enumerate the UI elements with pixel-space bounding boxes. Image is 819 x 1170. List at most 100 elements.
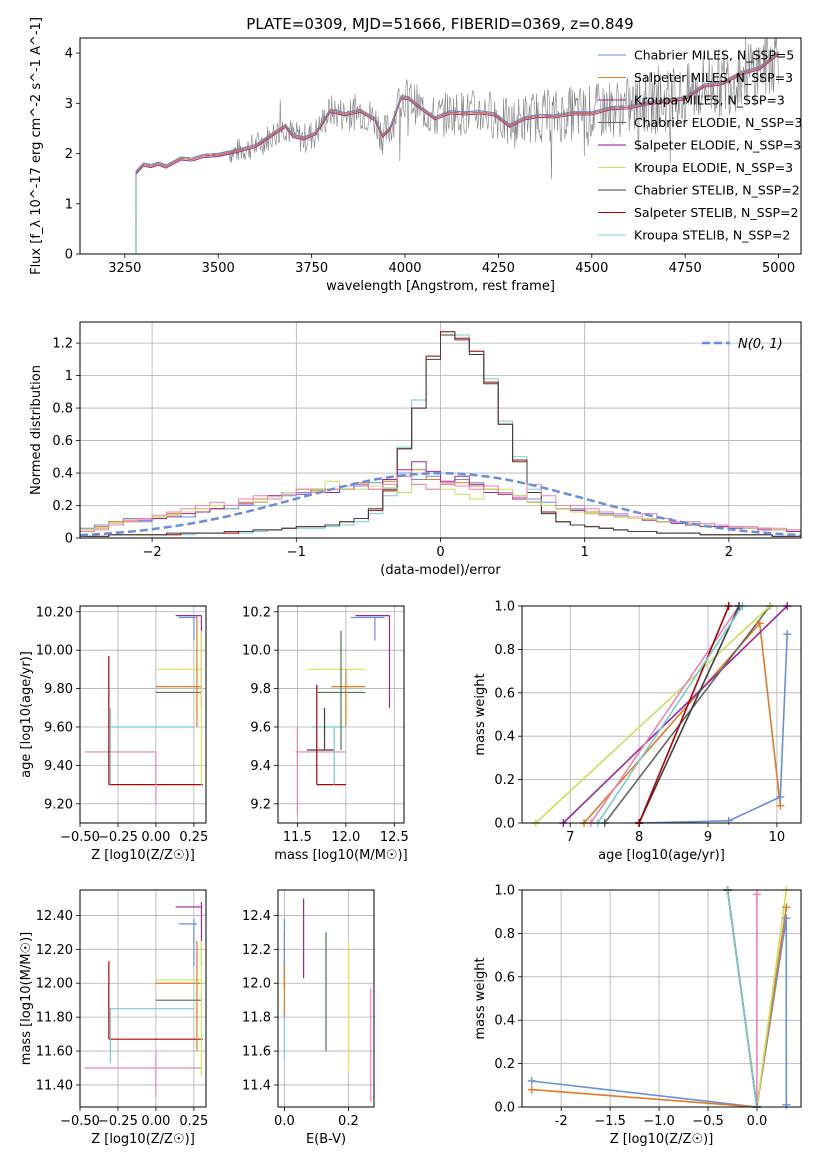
x-tick-label: −1 (287, 545, 306, 560)
x-tick-label: 3500 (202, 261, 235, 276)
histogram-pink (80, 475, 801, 538)
y-tick-label: 1 (65, 197, 73, 212)
x-tick-label: 0.00 (141, 830, 170, 845)
mass-weight-point (752, 890, 761, 899)
y-tick-label: 1.0 (494, 600, 515, 615)
x-tick-label: 4250 (482, 261, 515, 276)
y-tick-label: 0.4 (52, 467, 73, 482)
y-axis-label: mass [log10(M/M☉)] (19, 932, 34, 1065)
y-tick-label: 9.40 (44, 759, 73, 774)
axes-frame (521, 605, 802, 824)
model-curve-chabrier-miles (135, 51, 779, 254)
mass-weight-line (756, 890, 788, 1107)
mass-vs-ebv-panel: 0.0 0.2 11.4 11.6 11.8 12.0 12.2 12.4 E(B-V) (242, 889, 375, 1147)
legend-label: Salpeter ELODIE, N_SSP=3 (634, 138, 801, 153)
axis-ticks: 3250 3500 3750 4000 4250 4500 4750 5000 0 1 2 3 4 (65, 47, 795, 276)
mass-weight-point (755, 619, 764, 628)
y-tick-label: 11.6 (242, 1045, 271, 1060)
y-tick-label: 12.2 (242, 943, 271, 958)
x-tick-label: 12.5 (380, 830, 409, 845)
axes-frame (79, 889, 207, 1108)
y-tick-label: 0.2 (52, 499, 73, 514)
x-tick-label: 0 (436, 545, 444, 560)
y-tick-label: 0.8 (494, 927, 515, 942)
mass-weight-line (726, 890, 758, 1107)
x-tick-label: −0.50 (60, 1114, 100, 1129)
axis-ticks: −0.50−0.25 0.00 0.25 11.40 11.60 11.80 12.00 12… (36, 890, 208, 1129)
normal-curve (80, 471, 801, 537)
y-tick-label: 0.6 (494, 970, 515, 985)
y-tick-label: 12.4 (242, 909, 271, 924)
legend-label: Chabrier MILES, N_SSP=5 (634, 48, 794, 63)
x-tick-label: 1 (581, 545, 589, 560)
x-tick-label: −0.5 (692, 1114, 724, 1129)
plot-area (295, 615, 391, 814)
x-tick-label: −1.0 (643, 1114, 675, 1129)
axes-frame (79, 605, 207, 824)
x-axis-label: (data-model)/error (380, 563, 501, 578)
x-tick-label: 12.0 (331, 830, 360, 845)
axis-ticks: 11.5 12.0 12.5 9.2 9.4 9.6 9.8 10.0 10.2 (242, 605, 409, 845)
legend-label: Kroupa STELIB, N_SSP=2 (634, 228, 790, 243)
x-tick-label: 8 (635, 830, 643, 845)
y-tick-label: 10.2 (242, 605, 271, 620)
y-tick-label: 1 (65, 369, 73, 384)
x-tick-label: 0.0 (747, 1114, 768, 1129)
mass-weight-point (527, 1085, 536, 1094)
y-tick-label: 0.8 (52, 402, 73, 417)
x-axis-label: Z [log10(Z/Z☉)] (91, 1132, 195, 1147)
legend: Chabrier MILES, N_SSP=5 Salpeter MILES, N… (598, 48, 803, 243)
y-tick-label: 0.4 (494, 1014, 515, 1029)
spectrum-panel: 3250 3500 3750 4000 4250 4500 4750 5000 0 1 2 3 4 wav… (29, 17, 803, 294)
mass-weight-line (639, 634, 788, 823)
y-tick-label: 9.2 (250, 797, 271, 812)
x-tick-label: 5000 (762, 261, 795, 276)
mass-weight-line (638, 606, 730, 823)
model-curve-salpeter-miles (135, 52, 779, 254)
x-tick-label: −0.25 (98, 1114, 138, 1129)
plot-area (84, 901, 203, 1097)
y-tick-label: 0.2 (494, 773, 515, 788)
x-tick-label: 3750 (295, 261, 328, 276)
y-tick-label: 1.0 (494, 884, 515, 899)
legend-label: Chabrier ELODIE, N_SSP=3 (634, 115, 803, 130)
age-vs-z-panel: −0.50−0.25 0.00 0.25 9.20 9.40 9.60 9.80 10.00 1… (19, 605, 208, 863)
x-tick-label: −0.25 (98, 830, 138, 845)
axes-frame (277, 605, 405, 824)
x-tick-label: 3250 (108, 261, 141, 276)
legend-label: Salpeter STELIB, N_SSP=2 (634, 205, 798, 220)
x-tick-label: 10 (769, 830, 786, 845)
y-tick-label: 9.60 (44, 720, 73, 735)
axes-frame (277, 889, 375, 1108)
x-tick-label: 11.5 (283, 830, 312, 845)
y-tick-label: 3 (65, 97, 73, 112)
x-tick-label: 4500 (575, 261, 608, 276)
y-tick-label: 11.40 (36, 1078, 73, 1093)
mass-vs-z-panel: −0.50−0.25 0.00 0.25 11.40 11.60 11.80 12.00 12… (19, 889, 208, 1147)
y-tick-label: 12.20 (36, 943, 73, 958)
mass-weight-point (776, 792, 785, 801)
plot-area (106, 38, 779, 254)
y-axis-label: Flux [f_λ 10^-17 erg cm^-2 s^-1 A^-1] (29, 17, 44, 275)
x-axis-label: Z [log10(Z/Z☉)] (91, 848, 195, 863)
y-tick-label: 0 (65, 532, 73, 547)
plot-area (80, 331, 801, 538)
plot-area (531, 890, 788, 1107)
y-tick-label: 9.8 (250, 682, 271, 697)
y-tick-label: 9.20 (44, 797, 73, 812)
axis-ticks: −2 −1 0 1 2 0 0.2 0.4 0.6 0.8 1 1.2 (52, 322, 801, 560)
mass-weight-line (638, 606, 740, 823)
axes-frame (79, 321, 802, 539)
y-axis-label: Normed distribution (29, 365, 44, 495)
x-tick-label: −0.50 (60, 830, 100, 845)
x-tick-label: 9 (704, 830, 712, 845)
y-tick-label: 0 (65, 248, 73, 263)
y-tick-label: 1.2 (52, 337, 73, 352)
mass-weight-line (583, 621, 782, 823)
mass-weight-line (604, 606, 771, 823)
plot-area (535, 606, 788, 823)
x-tick-label: 0.25 (179, 1114, 208, 1129)
plot-area (283, 898, 372, 1102)
x-tick-label: 0.00 (141, 1114, 170, 1129)
y-tick-label: 2 (65, 147, 73, 162)
